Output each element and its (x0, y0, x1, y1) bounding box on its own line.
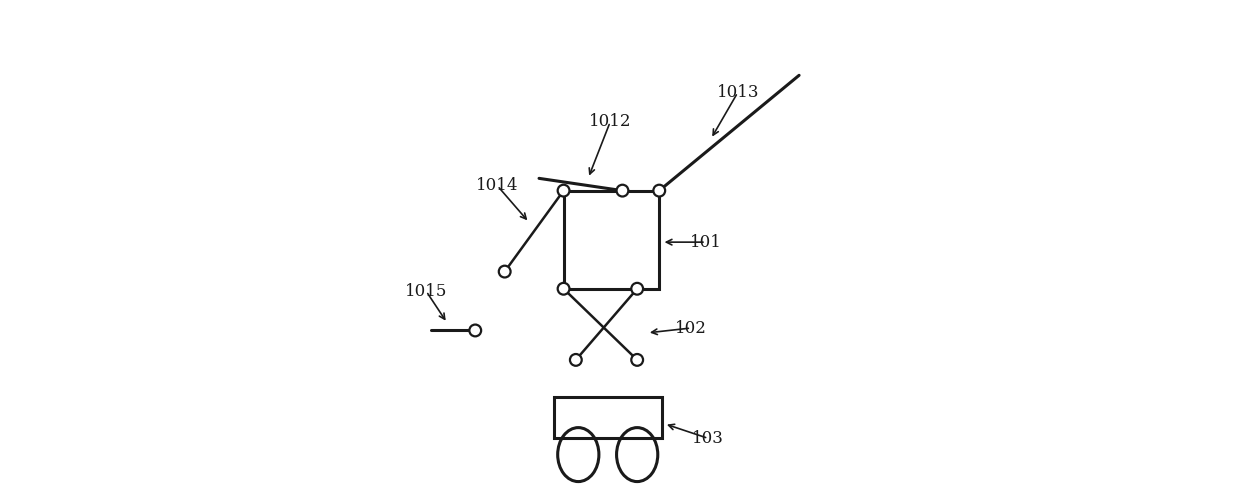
Circle shape (631, 354, 644, 366)
Text: 102: 102 (676, 319, 707, 336)
Bar (554, 397, 662, 439)
Circle shape (558, 185, 569, 197)
Text: 1013: 1013 (717, 84, 759, 101)
Text: 101: 101 (689, 234, 722, 250)
Circle shape (558, 283, 569, 294)
Circle shape (631, 283, 644, 294)
Text: 1014: 1014 (476, 177, 518, 194)
Circle shape (616, 185, 629, 197)
Circle shape (498, 265, 511, 277)
Bar (563, 191, 660, 289)
Text: 1015: 1015 (405, 283, 448, 300)
Circle shape (570, 354, 582, 366)
Text: 103: 103 (692, 430, 724, 447)
Text: 1012: 1012 (589, 113, 631, 130)
Circle shape (653, 185, 665, 197)
Circle shape (470, 324, 481, 336)
